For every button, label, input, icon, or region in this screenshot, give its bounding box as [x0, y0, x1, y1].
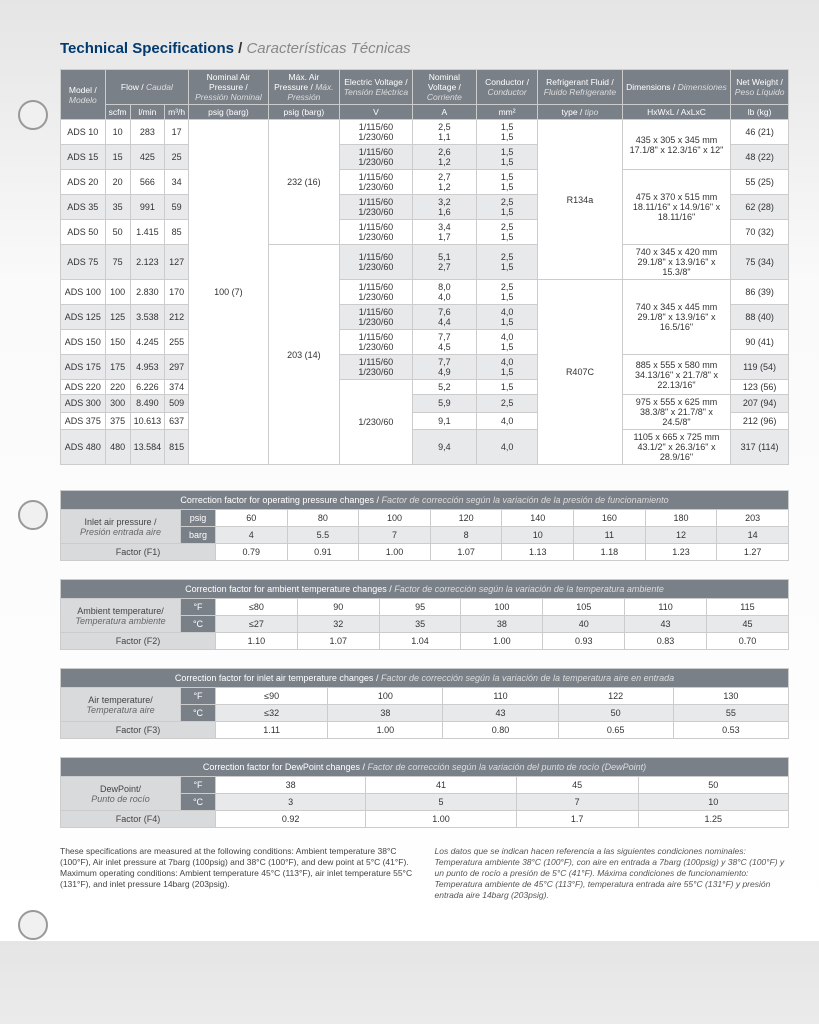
h-cond: Conductor / Conductor: [477, 70, 538, 105]
table-row: ADS 2020566341/115/601/230/602,71,21,51,…: [61, 170, 789, 195]
max-press-203: 203 (14): [268, 245, 339, 465]
dim5: 885 x 555 x 580 mm 34.13/16" x 21.7/8" x…: [622, 355, 730, 395]
table-row: ADS 48048013.5848159,44,01105 x 665 x 72…: [61, 430, 789, 465]
spec-table: Model / Modelo Flow / Caudal Nominal Air…: [60, 69, 789, 465]
h-wt: Net Weight / Peso Líquido: [731, 70, 789, 105]
h-volt: Electric Voltage / Tensión Eléctrica: [340, 70, 413, 105]
h-dim: Dimensions / Dimensiones: [622, 70, 730, 105]
volt-12360: 1/230/60: [340, 380, 413, 465]
dim3: 740 x 345 x 420 mm 29.1/8" x 13.9/16" x …: [622, 245, 730, 280]
title-en: Technical Specifications: [60, 40, 234, 57]
h-refr: Refrigerant Fluid / Fluido Refrigerante: [538, 70, 623, 105]
f3-table: Correction factor for inlet air temperat…: [60, 668, 789, 739]
dim6: 975 x 555 x 625 mm 38.3/8" x 21.7/8" x 2…: [622, 395, 730, 430]
dim7: 1105 x 665 x 725 mm 43.1/2" x 26.3/16" x…: [622, 430, 730, 465]
footnote: These specifications are measured at the…: [60, 846, 789, 901]
f4-table: Correction factor for DewPoint changes /…: [60, 757, 789, 828]
title-es: Características Técnicas: [246, 40, 410, 57]
f1-table: Correction factor for operating pressure…: [60, 490, 789, 561]
h-flow: Flow / Caudal: [105, 70, 188, 105]
nom-pressure: 100 (7): [189, 120, 269, 465]
dim4: 740 x 345 x 445 mm 29.1/8" x 13.9/16" x …: [622, 280, 730, 355]
h-nompress: Nominal Air Pressure / Pressión Nominal: [189, 70, 269, 105]
footnote-es: Los datos que se indican hacen referenci…: [435, 846, 790, 901]
h-nomvolt: Nominal Voltage / Corriente: [412, 70, 476, 105]
h-maxpress: Máx. Air Pressure / Máx. Pressión: [268, 70, 339, 105]
max-press-232: 232 (16): [268, 120, 339, 245]
f2-table: Correction factor for ambient temperatur…: [60, 579, 789, 650]
footnote-en: These specifications are measured at the…: [60, 846, 415, 901]
table-row: ADS 3003008.4905095,92,5975 x 555 x 625 …: [61, 395, 789, 413]
h-model: Model / Modelo: [61, 70, 106, 120]
dim1: 435 x 305 x 345 mm 17.1/8" x 12.3/16" x …: [622, 120, 730, 170]
table-row: ADS 75752.123127203 (14)1/115/601/230/60…: [61, 245, 789, 280]
dim2: 475 x 370 x 515 mm 18.11/16" x 14.9/16" …: [622, 170, 730, 245]
page-title: Technical Specifications / Característic…: [60, 40, 789, 57]
refr-r134: R134a: [538, 120, 623, 280]
table-row: ADS 101028317100 (7)232 (16)1/115/601/23…: [61, 120, 789, 145]
refr-r407: R407C: [538, 280, 623, 465]
table-row: ADS 1001002.8301701/115/601/230/608,04,0…: [61, 280, 789, 305]
table-row: ADS 1751754.9532971/115/601/230/607,74,9…: [61, 355, 789, 380]
